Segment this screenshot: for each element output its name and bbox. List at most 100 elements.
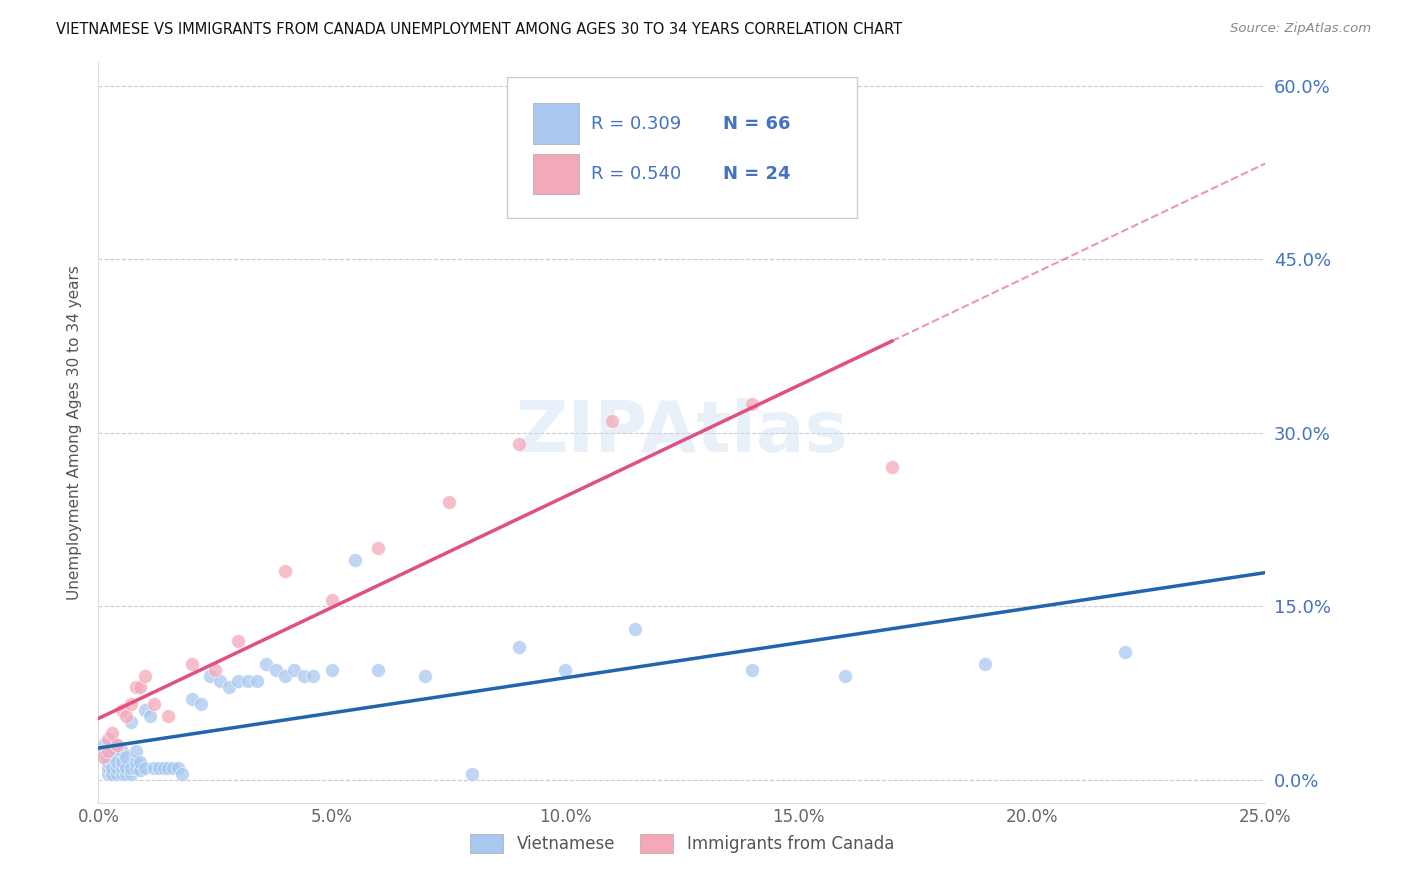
Point bbox=[125, 761, 148, 775]
Point bbox=[115, 709, 138, 723]
Point bbox=[129, 764, 152, 778]
Point bbox=[162, 761, 184, 775]
Point bbox=[97, 732, 120, 747]
Point bbox=[97, 744, 120, 758]
Point bbox=[101, 749, 124, 764]
Point bbox=[367, 663, 389, 677]
Point bbox=[172, 767, 194, 781]
Point bbox=[111, 761, 134, 775]
Point bbox=[208, 674, 231, 689]
Point bbox=[101, 744, 124, 758]
Point bbox=[134, 668, 156, 682]
Point bbox=[302, 668, 325, 682]
Point bbox=[105, 761, 128, 775]
Point bbox=[105, 738, 128, 752]
Text: VIETNAMESE VS IMMIGRANTS FROM CANADA UNEMPLOYMENT AMONG AGES 30 TO 34 YEARS CORR: VIETNAMESE VS IMMIGRANTS FROM CANADA UNE… bbox=[56, 22, 903, 37]
Point bbox=[204, 663, 226, 677]
Point bbox=[741, 663, 763, 677]
Point bbox=[143, 761, 166, 775]
Point bbox=[741, 397, 763, 411]
Point bbox=[228, 674, 250, 689]
Point bbox=[101, 726, 124, 740]
Point bbox=[120, 761, 142, 775]
Point bbox=[1114, 645, 1136, 659]
Point bbox=[461, 767, 484, 781]
Point bbox=[129, 680, 152, 694]
Point bbox=[344, 553, 367, 567]
Point bbox=[129, 756, 152, 770]
Point bbox=[180, 657, 202, 671]
Point bbox=[120, 714, 142, 729]
Point bbox=[624, 622, 647, 636]
Point bbox=[105, 767, 128, 781]
Y-axis label: Unemployment Among Ages 30 to 34 years: Unemployment Among Ages 30 to 34 years bbox=[67, 265, 83, 600]
Point bbox=[157, 709, 180, 723]
Point bbox=[105, 738, 128, 752]
Point bbox=[111, 744, 134, 758]
Point bbox=[91, 749, 114, 764]
Text: R = 0.309: R = 0.309 bbox=[591, 115, 681, 133]
Point bbox=[321, 593, 343, 607]
Point bbox=[228, 633, 250, 648]
Point bbox=[274, 668, 297, 682]
Point bbox=[97, 756, 120, 770]
FancyBboxPatch shape bbox=[533, 103, 579, 144]
Text: R = 0.540: R = 0.540 bbox=[591, 165, 681, 183]
Point bbox=[134, 703, 156, 717]
Point bbox=[91, 744, 114, 758]
Point bbox=[508, 437, 530, 451]
FancyBboxPatch shape bbox=[533, 153, 579, 194]
Point bbox=[115, 749, 138, 764]
Point bbox=[101, 767, 124, 781]
Text: ZIPAtlas: ZIPAtlas bbox=[516, 398, 848, 467]
Point bbox=[97, 761, 120, 775]
Point bbox=[367, 541, 389, 556]
Point bbox=[508, 640, 530, 654]
Point bbox=[180, 691, 202, 706]
Point bbox=[321, 663, 343, 677]
Point bbox=[834, 668, 856, 682]
Point bbox=[105, 756, 128, 770]
Point bbox=[152, 761, 174, 775]
Text: N = 24: N = 24 bbox=[723, 165, 790, 183]
FancyBboxPatch shape bbox=[508, 78, 858, 218]
Point bbox=[554, 663, 576, 677]
Point bbox=[120, 698, 142, 712]
Point bbox=[134, 761, 156, 775]
Point bbox=[600, 414, 623, 428]
Point bbox=[97, 749, 120, 764]
Point bbox=[246, 674, 269, 689]
Point bbox=[115, 767, 138, 781]
Legend: Vietnamese, Immigrants from Canada: Vietnamese, Immigrants from Canada bbox=[461, 825, 903, 861]
Point bbox=[101, 767, 124, 781]
Point bbox=[974, 657, 997, 671]
Point bbox=[437, 495, 460, 509]
Point bbox=[97, 767, 120, 781]
Point bbox=[115, 761, 138, 775]
Point bbox=[125, 680, 148, 694]
Point bbox=[111, 703, 134, 717]
Point bbox=[283, 663, 305, 677]
Point bbox=[157, 761, 180, 775]
Point bbox=[111, 756, 134, 770]
Text: N = 66: N = 66 bbox=[723, 115, 790, 133]
Point bbox=[125, 756, 148, 770]
Point bbox=[143, 698, 166, 712]
Point bbox=[236, 674, 259, 689]
Point bbox=[413, 668, 436, 682]
Point bbox=[274, 565, 297, 579]
Point bbox=[111, 767, 134, 781]
Point bbox=[91, 738, 114, 752]
Text: Source: ZipAtlas.com: Source: ZipAtlas.com bbox=[1230, 22, 1371, 36]
Point bbox=[148, 761, 170, 775]
Point bbox=[101, 761, 124, 775]
Point bbox=[264, 663, 287, 677]
Point bbox=[200, 668, 222, 682]
Point bbox=[880, 460, 903, 475]
Point bbox=[125, 744, 148, 758]
Point bbox=[256, 657, 278, 671]
Point bbox=[190, 698, 212, 712]
Point bbox=[166, 761, 188, 775]
Point bbox=[120, 767, 142, 781]
Point bbox=[218, 680, 240, 694]
